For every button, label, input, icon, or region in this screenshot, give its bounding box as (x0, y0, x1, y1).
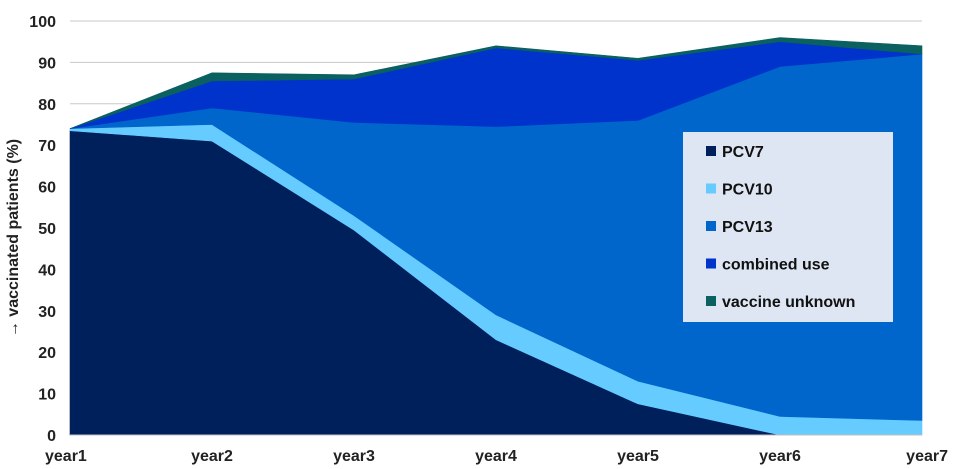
legend: PCV7 PCV10 PCV13 combined use vaccine unknow… (683, 132, 893, 322)
x-tick-label: year2 (191, 448, 233, 465)
y-tick-label: 10 (38, 387, 56, 404)
area-vaccine-unknown (69, 37, 923, 129)
axes: 0 10 20 30 40 50 60 70 80 90 100 year1 year2 year3 yea… (29, 14, 948, 465)
x-tick-label: year6 (759, 448, 801, 465)
legend-label: combined use (722, 257, 830, 274)
legend-box (683, 132, 893, 322)
y-tick-label: 0 (47, 428, 56, 445)
y-tick-label: 90 (38, 55, 56, 72)
legend-swatch (706, 221, 716, 231)
y-tick-label: 50 (38, 221, 56, 238)
legend-label: PCV7 (722, 144, 764, 161)
x-tick-label: year1 (45, 448, 87, 465)
legend-swatch (706, 183, 716, 194)
legend-swatch (706, 296, 716, 306)
y-tick-label: 40 (38, 262, 56, 279)
x-tick-label: year3 (333, 448, 375, 465)
x-tick-label: year7 (906, 448, 948, 465)
y-tick-label: 80 (38, 97, 56, 114)
legend-label: PCV10 (722, 182, 773, 199)
x-tick-label: year5 (617, 448, 659, 465)
y-tick-label: 60 (38, 180, 56, 197)
legend-label: PCV13 (722, 219, 773, 236)
y-tick-label: 20 (38, 345, 56, 362)
x-tick-label: year4 (475, 448, 517, 465)
y-tick-label: 30 (38, 304, 56, 321)
y-tick-label: 70 (38, 138, 56, 155)
legend-swatch (706, 146, 716, 156)
legend-label: vaccine unknown (722, 294, 855, 311)
y-tick-label: 100 (29, 14, 56, 31)
legend-swatch (706, 258, 716, 269)
y-axis-title: → vaccinated patients (%) (5, 139, 22, 337)
